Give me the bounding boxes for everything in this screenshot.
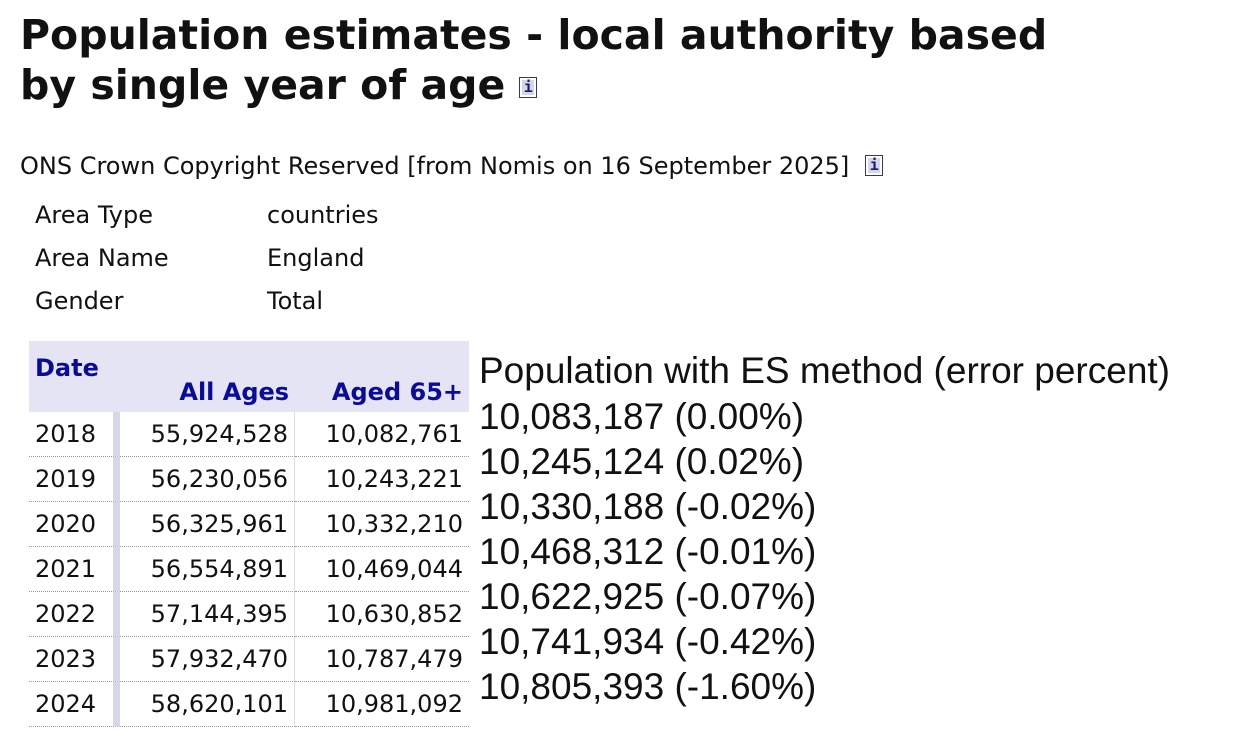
cell-all-ages: 55,924,528 (120, 412, 296, 457)
meta-key: Gender (35, 286, 124, 315)
source-text: ONS Crown Copyright Reserved [from Nomis… (20, 152, 850, 180)
metadata-table: Area Type countries Area Name England Ge… (35, 193, 379, 322)
cell-aged-65: 10,630,852 (295, 592, 469, 637)
meta-key: Area Name (35, 243, 169, 272)
page-title-line-2-text: by single year of age (20, 61, 506, 109)
cell-aged-65: 10,469,044 (295, 547, 469, 592)
es-method-column: Population with ES method (error percent… (479, 348, 1170, 709)
dataset-info-icon[interactable]: i (519, 77, 538, 98)
es-method-row: 10,741,934 (-0.42%) (479, 621, 817, 662)
meta-row-area-name: Area Name England (35, 236, 379, 279)
meta-value: Total (267, 286, 324, 315)
column-header-date[interactable]: Date (29, 341, 120, 412)
cell-aged-65: 10,787,479 (295, 637, 469, 682)
cell-all-ages: 56,325,961 (120, 502, 296, 547)
cell-date: 2023 (29, 637, 120, 682)
cell-aged-65: 10,981,092 (295, 682, 469, 727)
column-header-all-ages[interactable]: All Ages (120, 341, 296, 412)
cell-all-ages: 56,554,891 (120, 547, 296, 592)
cell-all-ages: 57,932,470 (120, 637, 296, 682)
es-method-row: 10,468,312 (-0.01%) (479, 531, 817, 572)
es-method-row: 10,622,925 (-0.07%) (479, 576, 817, 617)
cell-date: 2024 (29, 682, 120, 727)
page-title-line-1: Population estimates - local authority b… (20, 11, 1048, 59)
table-row: 2021 56,554,891 10,469,044 (29, 547, 469, 592)
table-header-row: Date All Ages Aged 65+ (29, 341, 469, 412)
table-row: 2019 56,230,056 10,243,221 (29, 457, 469, 502)
cell-aged-65: 10,332,210 (295, 502, 469, 547)
table-row: 2022 57,144,395 10,630,852 (29, 592, 469, 637)
meta-key: Area Type (35, 200, 153, 229)
page-title: Population estimates - local authority b… (20, 10, 1047, 110)
cell-date: 2022 (29, 592, 120, 637)
table-row: 2020 56,325,961 10,332,210 (29, 502, 469, 547)
page-title-line-2: by single year of age i (20, 60, 1047, 110)
cell-aged-65: 10,243,221 (295, 457, 469, 502)
source-info-icon[interactable]: i (865, 155, 884, 176)
es-method-row: 10,245,124 (0.02%) (479, 441, 805, 482)
info-icon-glyph: i (869, 156, 879, 174)
column-header-aged-65[interactable]: Aged 65+ (295, 341, 469, 412)
cell-all-ages: 58,620,101 (120, 682, 296, 727)
meta-row-gender: Gender Total (35, 279, 379, 322)
table-row: 2018 55,924,528 10,082,761 (29, 412, 469, 457)
cell-date: 2018 (29, 412, 120, 457)
meta-row-area-type: Area Type countries (35, 193, 379, 236)
es-method-row: 10,083,187 (0.00%) (479, 396, 805, 437)
cell-date: 2021 (29, 547, 120, 592)
table-row: 2023 57,932,470 10,787,479 (29, 637, 469, 682)
source-line: ONS Crown Copyright Reserved [from Nomis… (20, 148, 884, 184)
meta-value: England (267, 243, 365, 272)
cell-all-ages: 57,144,395 (120, 592, 296, 637)
info-icon-glyph: i (523, 78, 533, 96)
es-method-row: 10,330,188 (-0.02%) (479, 486, 817, 527)
cell-date: 2019 (29, 457, 120, 502)
cell-all-ages: 56,230,056 (120, 457, 296, 502)
es-method-header: Population with ES method (error percent… (479, 350, 1171, 391)
es-method-row: 10,805,393 (-1.60%) (479, 666, 817, 707)
cell-date: 2020 (29, 502, 120, 547)
table-row: 2024 58,620,101 10,981,092 (29, 682, 469, 727)
cell-aged-65: 10,082,761 (295, 412, 469, 457)
meta-value: countries (267, 200, 379, 229)
population-table: Date All Ages Aged 65+ 2018 55,924,528 1… (29, 341, 469, 727)
